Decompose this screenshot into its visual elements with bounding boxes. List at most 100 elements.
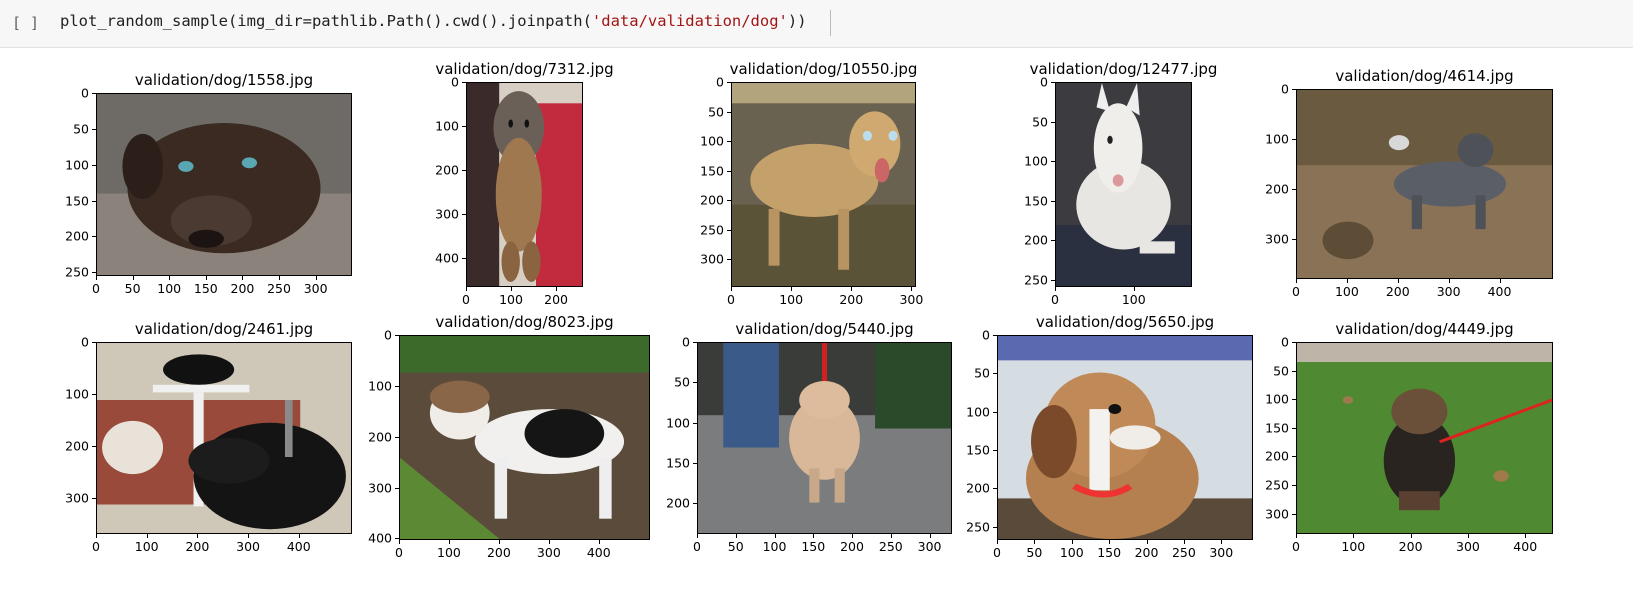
- code-string: 'data/validation/dog': [591, 12, 788, 30]
- x-tick-label: 0: [993, 545, 1001, 560]
- y-tick-label: 300: [1265, 506, 1289, 522]
- y-tick-mark: [727, 170, 731, 172]
- code-editor[interactable]: plot_random_sample(img_dir=pathlib.Path(…: [60, 12, 807, 30]
- x-tick-label: 100: [437, 545, 461, 560]
- y-tick-label: 100: [368, 378, 392, 394]
- x-tick-label: 300: [1209, 545, 1234, 560]
- x-tick-label: 100: [134, 539, 159, 554]
- x-tick-label: 250: [267, 281, 291, 296]
- subplot-title: validation/dog/4449.jpg: [1335, 320, 1514, 338]
- x-tick-mark: [1296, 534, 1297, 538]
- y-tick-mark: [1292, 427, 1296, 429]
- y-tick-label: 0: [81, 85, 89, 101]
- y-tick-label: 100: [666, 415, 690, 431]
- x-tick-label: 100: [762, 539, 787, 554]
- x-tick-mark: [1410, 534, 1412, 538]
- x-tick-label: 50: [1026, 545, 1043, 560]
- y-tick-label: 50: [1273, 363, 1289, 379]
- dog-photo: [1296, 342, 1553, 534]
- y-tick-mark: [1051, 279, 1055, 281]
- dog-photo: [1055, 82, 1192, 287]
- y-tick-label: 0: [1040, 74, 1048, 90]
- y-tick-label: 50: [708, 104, 724, 120]
- subplot-title: validation/dog/5650.jpg: [1035, 313, 1215, 331]
- y-tick-label: 50: [73, 121, 89, 137]
- y-tick-label: 0: [1281, 81, 1289, 97]
- y-tick-mark: [92, 272, 96, 274]
- y-tick-label: 0: [982, 327, 990, 343]
- y-tick-mark: [693, 503, 697, 505]
- dog-photo: [399, 335, 650, 540]
- x-tick-label: 100: [1059, 545, 1084, 560]
- subplot-title: validation/dog/7312.jpg: [435, 60, 614, 78]
- y-tick-mark: [993, 335, 997, 336]
- x-tick-label: 400: [1487, 284, 1512, 299]
- y-tick-label: 150: [666, 455, 690, 471]
- x-tick-label: 300: [303, 281, 328, 296]
- x-tick-label: 150: [801, 539, 826, 554]
- x-tick-label: 0: [462, 292, 470, 307]
- x-tick-label: 300: [1436, 284, 1461, 299]
- x-tick-label: 200: [1398, 539, 1423, 554]
- subplot-title: validation/dog/2461.jpg: [134, 320, 314, 338]
- y-tick-mark: [693, 382, 697, 384]
- y-tick-label: 0: [716, 74, 724, 90]
- y-tick-mark: [395, 487, 399, 489]
- x-tick-label: 0: [727, 292, 735, 307]
- y-tick-label: 150: [1265, 420, 1289, 436]
- code-cell[interactable]: [ ] plot_random_sample(img_dir=pathlib.P…: [0, 0, 1633, 48]
- y-tick-mark: [727, 111, 731, 113]
- dog-photo: [466, 82, 583, 287]
- y-tick-label: 150: [966, 442, 990, 458]
- y-tick-mark: [727, 259, 731, 261]
- x-tick-mark: [498, 540, 500, 544]
- subplot-title: validation/dog/8023.jpg: [435, 313, 614, 331]
- x-tick-mark: [911, 287, 913, 291]
- y-tick-mark: [92, 342, 96, 343]
- y-tick-mark: [462, 214, 466, 216]
- y-tick-mark: [727, 141, 731, 143]
- y-tick-label: 100: [65, 386, 89, 402]
- x-tick-mark: [548, 540, 550, 544]
- y-tick-label: 250: [1024, 272, 1048, 288]
- x-tick-label: 100: [1121, 292, 1146, 307]
- text-cursor: [830, 10, 831, 36]
- x-tick-mark: [1353, 534, 1355, 538]
- y-tick-mark: [727, 229, 731, 231]
- y-tick-label: 150: [65, 193, 89, 209]
- y-tick-label: 200: [65, 438, 89, 454]
- run-cell-button[interactable]: [ ]: [12, 14, 40, 32]
- x-tick-mark: [248, 534, 250, 538]
- y-tick-mark: [1292, 188, 1296, 190]
- y-tick-label: 100: [1024, 153, 1048, 169]
- x-tick-mark: [1499, 279, 1501, 283]
- x-tick-mark: [448, 540, 450, 544]
- x-tick-mark: [1346, 279, 1348, 283]
- x-tick-mark: [890, 534, 892, 538]
- x-tick-label: 200: [839, 292, 864, 307]
- y-tick-label: 100: [435, 118, 459, 134]
- y-tick-mark: [993, 488, 997, 490]
- y-tick-mark: [1292, 238, 1296, 240]
- y-tick-mark: [727, 200, 731, 202]
- y-tick-label: 0: [451, 74, 459, 90]
- subplot-title: validation/dog/10550.jpg: [729, 60, 918, 78]
- y-tick-mark: [1292, 370, 1296, 372]
- x-tick-label: 0: [1292, 284, 1300, 299]
- y-tick-mark: [727, 82, 731, 83]
- x-tick-mark: [466, 287, 467, 291]
- y-tick-mark: [92, 236, 96, 238]
- x-tick-mark: [735, 534, 737, 538]
- x-tick-mark: [929, 534, 931, 538]
- y-tick-mark: [1292, 399, 1296, 401]
- x-tick-label: 250: [878, 539, 903, 554]
- x-tick-mark: [791, 287, 793, 291]
- x-tick-label: 300: [899, 292, 924, 307]
- y-tick-mark: [1051, 82, 1055, 83]
- y-tick-mark: [1051, 200, 1055, 202]
- y-tick-mark: [1292, 89, 1296, 90]
- y-tick-label: 200: [65, 228, 89, 244]
- y-tick-mark: [395, 436, 399, 438]
- y-tick-label: 0: [1281, 334, 1289, 350]
- y-tick-mark: [92, 497, 96, 499]
